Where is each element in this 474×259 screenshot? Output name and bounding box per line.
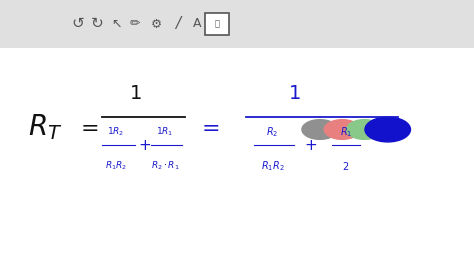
Text: $\mathit{R_1R_2}$: $\mathit{R_1R_2}$ [105,160,127,172]
Circle shape [346,120,383,139]
Circle shape [365,117,410,142]
Text: $=$: $=$ [76,117,99,137]
Circle shape [302,120,338,139]
Text: ↖: ↖ [111,17,121,31]
Text: $\mathit{R_2 \cdot R_1}$: $\mathit{R_2 \cdot R_1}$ [151,160,179,172]
Text: $+$: $+$ [138,138,151,153]
Text: $\mathit{R_2}$: $\mathit{R_2}$ [266,125,279,139]
Circle shape [324,120,360,139]
Text: ✏: ✏ [130,17,140,31]
Text: ⛰: ⛰ [215,19,219,28]
Text: ⚙: ⚙ [151,17,162,31]
Text: $\mathit{R}_{T}$: $\mathit{R}_{T}$ [28,112,62,142]
Text: $\mathit{2}$: $\mathit{2}$ [342,160,350,172]
Text: $1$: $1$ [129,84,141,103]
FancyBboxPatch shape [205,13,229,35]
Text: $1$: $1$ [288,84,300,103]
Text: ↻: ↻ [91,17,103,31]
Text: $\mathit{1R_2}$: $\mathit{1R_2}$ [108,126,125,138]
FancyBboxPatch shape [0,0,474,48]
Text: $=$: $=$ [197,117,220,137]
Text: A: A [192,17,201,31]
Text: $\mathit{1R_1}$: $\mathit{1R_1}$ [156,126,173,138]
Text: $\mathit{R_1}$: $\mathit{R_1}$ [340,125,352,139]
Text: $\mathit{R_1R_2}$: $\mathit{R_1R_2}$ [261,159,284,173]
Text: /: / [175,17,180,31]
Text: $+$: $+$ [304,138,317,153]
Text: ↺: ↺ [72,17,84,31]
